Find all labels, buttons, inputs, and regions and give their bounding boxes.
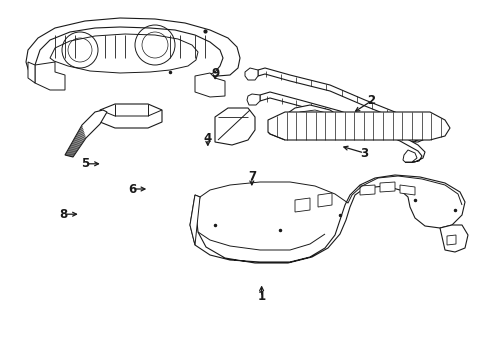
Polygon shape bbox=[399, 185, 414, 195]
Text: 6: 6 bbox=[128, 183, 136, 195]
Text: 4: 4 bbox=[203, 132, 211, 145]
Text: 8: 8 bbox=[60, 208, 67, 221]
Polygon shape bbox=[50, 34, 198, 73]
Polygon shape bbox=[215, 108, 254, 145]
Polygon shape bbox=[244, 68, 258, 80]
Polygon shape bbox=[285, 105, 349, 138]
Polygon shape bbox=[26, 18, 240, 77]
Polygon shape bbox=[258, 68, 427, 142]
Polygon shape bbox=[190, 195, 200, 245]
Polygon shape bbox=[35, 62, 65, 90]
Polygon shape bbox=[246, 94, 260, 105]
Polygon shape bbox=[294, 198, 309, 212]
Polygon shape bbox=[402, 150, 416, 162]
Polygon shape bbox=[100, 104, 162, 128]
Polygon shape bbox=[190, 175, 464, 263]
Polygon shape bbox=[359, 185, 374, 195]
Text: 1: 1 bbox=[257, 291, 265, 303]
Polygon shape bbox=[195, 73, 224, 97]
Polygon shape bbox=[446, 235, 455, 245]
Text: 9: 9 bbox=[211, 67, 219, 80]
Polygon shape bbox=[379, 182, 394, 192]
Polygon shape bbox=[267, 112, 449, 140]
Polygon shape bbox=[439, 225, 467, 252]
Polygon shape bbox=[406, 130, 419, 142]
Text: 3: 3 bbox=[360, 147, 367, 159]
Text: 5: 5 bbox=[81, 157, 89, 170]
Polygon shape bbox=[317, 193, 331, 207]
Polygon shape bbox=[65, 110, 107, 157]
Text: 2: 2 bbox=[367, 94, 375, 107]
Polygon shape bbox=[28, 62, 35, 83]
Polygon shape bbox=[260, 92, 424, 162]
Text: 7: 7 bbox=[247, 170, 255, 183]
